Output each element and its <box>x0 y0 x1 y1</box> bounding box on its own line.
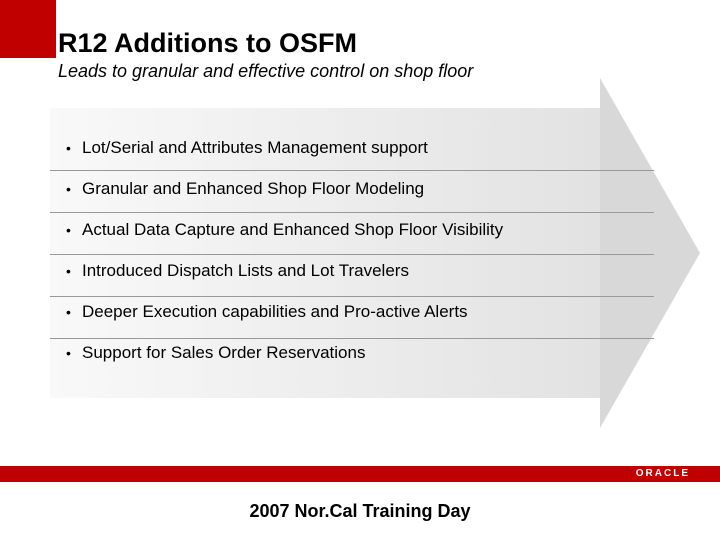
title-area: R12 Additions to OSFM Leads to granular … <box>58 28 473 82</box>
bullet-text: Actual Data Capture and Enhanced Shop Fl… <box>82 220 626 240</box>
bullet-text: Deeper Execution capabilities and Pro-ac… <box>82 302 626 322</box>
bullet-list: • Lot/Serial and Attributes Management s… <box>66 138 626 384</box>
bullet-icon: • <box>66 263 72 279</box>
bullet-item: • Support for Sales Order Reservations <box>66 343 626 363</box>
bullet-text: Granular and Enhanced Shop Floor Modelin… <box>82 179 626 199</box>
arrow-diagram: • Lot/Serial and Attributes Management s… <box>50 108 680 398</box>
corner-accent-block <box>0 0 56 58</box>
bullet-item: • Actual Data Capture and Enhanced Shop … <box>66 220 626 240</box>
bullet-icon: • <box>66 222 72 238</box>
bullet-item: • Granular and Enhanced Shop Floor Model… <box>66 179 626 199</box>
bullet-icon: • <box>66 345 72 361</box>
footer-accent-bar <box>0 466 720 482</box>
bullet-item: • Lot/Serial and Attributes Management s… <box>66 138 626 158</box>
bullet-item: • Introduced Dispatch Lists and Lot Trav… <box>66 261 626 281</box>
bullet-icon: • <box>66 181 72 197</box>
page-title: R12 Additions to OSFM <box>58 28 473 59</box>
bullet-text: Introduced Dispatch Lists and Lot Travel… <box>82 261 626 281</box>
bullet-text: Support for Sales Order Reservations <box>82 343 626 363</box>
oracle-logo: ORACLE <box>636 468 690 479</box>
bullet-text: Lot/Serial and Attributes Management sup… <box>82 138 626 158</box>
page-subtitle: Leads to granular and effective control … <box>58 61 473 82</box>
footer-text: 2007 Nor.Cal Training Day <box>0 501 720 522</box>
bullet-item: • Deeper Execution capabilities and Pro-… <box>66 302 626 322</box>
bullet-icon: • <box>66 140 72 156</box>
bullet-icon: • <box>66 304 72 320</box>
